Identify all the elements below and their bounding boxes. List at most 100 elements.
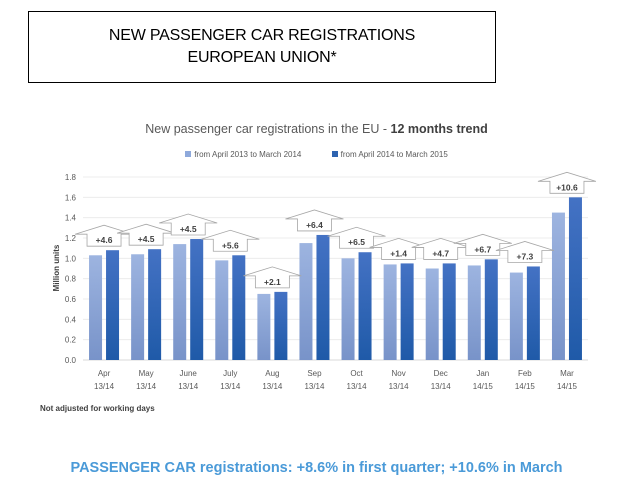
x-tick-period: 13/14 <box>347 382 368 391</box>
bar-2014-2015-dec <box>442 263 456 360</box>
growth-label-dec: +4.7 <box>432 248 449 258</box>
summary-headline: PASSENGER CAR registrations: +8.6% in fi… <box>70 460 563 476</box>
title-line-2: EUROPEAN UNION* <box>187 49 337 66</box>
growth-annotations: +4.6 +4.5 +4.5 +5.6 +2.1 +6.4 +6.5 +1.4 +4.7 +6.7… <box>74 171 597 289</box>
x-axis: Apr 13/14 May 13/14 June 13/14 July 13/14 Aug 13/… <box>94 369 577 391</box>
growth-arrow-mar <box>537 171 597 194</box>
x-tick-period: 13/14 <box>136 382 157 391</box>
bar-2014-2015-mar <box>568 197 582 360</box>
x-tick-month: July <box>223 369 237 378</box>
bar-2013-2014-jan <box>467 265 481 360</box>
legend-label-2013-2014: from April 2013 to March 2014 <box>194 150 302 159</box>
y-axis-label: Million units <box>52 244 61 291</box>
x-tick-period: 13/14 <box>94 382 115 391</box>
x-tick-period: 13/14 <box>389 382 410 391</box>
x-tick-month: Feb <box>518 369 532 378</box>
bar-2013-2014-apr <box>89 255 103 360</box>
growth-arrow-apr <box>74 224 134 247</box>
footnote: Not adjusted for working days <box>40 404 155 413</box>
growth-arrow-aug <box>243 266 302 289</box>
bar-2013-2014-june <box>173 244 187 360</box>
growth-arrow-feb <box>495 241 554 263</box>
bar-2013-2014-dec <box>425 268 439 360</box>
x-tick-period: 13/14 <box>431 382 452 391</box>
y-tick-label: 1.2 <box>65 234 77 243</box>
header-box: NEW PASSENGER CAR REGISTRATIONS EUROPEAN… <box>28 11 496 83</box>
x-tick-period: 13/14 <box>220 382 241 391</box>
bar-2014-2015-jan <box>484 259 498 360</box>
chart-title: New passenger car registrations in the E… <box>0 122 633 136</box>
growth-arrow-july <box>201 229 260 252</box>
y-tick-label: 1.4 <box>65 214 77 223</box>
growth-label-aug: +2.1 <box>264 277 281 287</box>
bar-2014-2015-apr <box>106 250 120 360</box>
y-tick-label: 0.4 <box>65 315 77 324</box>
bar-2013-2014-nov <box>383 264 397 360</box>
x-tick-period: 13/14 <box>304 382 325 391</box>
x-tick-period: 14/15 <box>473 382 494 391</box>
legend-swatch-2014-2015 <box>331 151 338 157</box>
growth-label-mar: +10.6 <box>556 182 578 192</box>
legend-item-2013-2014: from April 2013 to March 2014 <box>185 150 301 159</box>
x-tick-month: Dec <box>434 369 448 378</box>
legend-item-2014-2015: from April 2014 to March 2015 <box>331 150 448 159</box>
growth-label-nov: +1.4 <box>390 248 407 258</box>
growth-label-sep: +6.4 <box>306 220 323 230</box>
y-tick-label: 0.8 <box>65 275 77 284</box>
y-tick-label: 1.8 <box>65 173 77 182</box>
x-tick-month: Sep <box>307 369 322 378</box>
growth-arrow-sep <box>285 209 344 232</box>
y-tick-label: 0.2 <box>65 336 77 345</box>
growth-label-june: +4.5 <box>180 224 197 234</box>
x-tick-month: Nov <box>392 369 406 378</box>
bar-2014-2015-may <box>148 249 162 360</box>
x-tick-month: Oct <box>350 369 363 378</box>
chart-title-main: New passenger car registrations in the E… <box>145 122 391 136</box>
bar-2013-2014-oct <box>341 258 355 360</box>
x-tick-month: Apr <box>98 369 111 378</box>
x-tick-period: 13/14 <box>178 382 199 391</box>
growth-label-jan: +6.7 <box>474 244 491 254</box>
bars <box>89 197 582 360</box>
growth-label-apr: +4.6 <box>96 235 113 245</box>
y-tick-label: 1.6 <box>65 193 77 202</box>
x-tick-month: June <box>180 369 198 378</box>
x-tick-month: Jan <box>476 369 489 378</box>
chart-title-bold: 12 months trend <box>390 122 488 136</box>
bar-2014-2015-july <box>232 255 246 360</box>
x-tick-month: Mar <box>560 369 574 378</box>
bar-2013-2014-aug <box>257 293 271 360</box>
x-tick-period: 14/15 <box>515 382 536 391</box>
x-tick-month: Aug <box>265 369 279 378</box>
bar-2013-2014-sep <box>299 243 313 360</box>
bar-2014-2015-oct <box>358 252 372 360</box>
x-tick-period: 14/15 <box>557 382 578 391</box>
y-tick-label: 0.6 <box>65 295 77 304</box>
growth-label-may: +4.5 <box>138 234 155 244</box>
bar-2013-2014-july <box>215 260 229 360</box>
growth-arrow-may <box>117 223 176 246</box>
x-tick-month: May <box>139 369 154 378</box>
gridlines <box>83 176 588 361</box>
chart-legend: from April 2013 to March 2014 from April… <box>0 150 633 159</box>
bar-2014-2015-aug <box>274 291 288 360</box>
x-tick-period: 13/14 <box>262 382 283 391</box>
y-tick-label: 1.0 <box>65 254 77 263</box>
bar-2013-2014-may <box>131 254 145 360</box>
legend-swatch-2013-2014 <box>185 151 192 157</box>
growth-label-feb: +7.3 <box>516 251 533 261</box>
legend-label-2014-2015: from April 2014 to March 2015 <box>340 150 448 159</box>
y-axis: 0.0 0.2 0.4 0.6 0.8 1.0 1.2 1.4 1.6 1.8 <box>65 173 77 365</box>
growth-arrow-nov <box>369 237 428 260</box>
bar-2014-2015-june <box>190 239 204 360</box>
growth-label-oct: +6.5 <box>348 237 365 247</box>
bar-2013-2014-feb <box>509 272 523 360</box>
title-line-1: NEW PASSENGER CAR REGISTRATIONS <box>108 27 416 44</box>
bar-2013-2014-mar <box>551 212 565 360</box>
y-tick-label: 0.0 <box>65 356 77 365</box>
bar-2014-2015-sep <box>316 234 330 360</box>
bar-2014-2015-nov <box>400 263 414 360</box>
growth-arrow-june <box>159 213 218 236</box>
bar-2014-2015-feb <box>526 266 540 360</box>
